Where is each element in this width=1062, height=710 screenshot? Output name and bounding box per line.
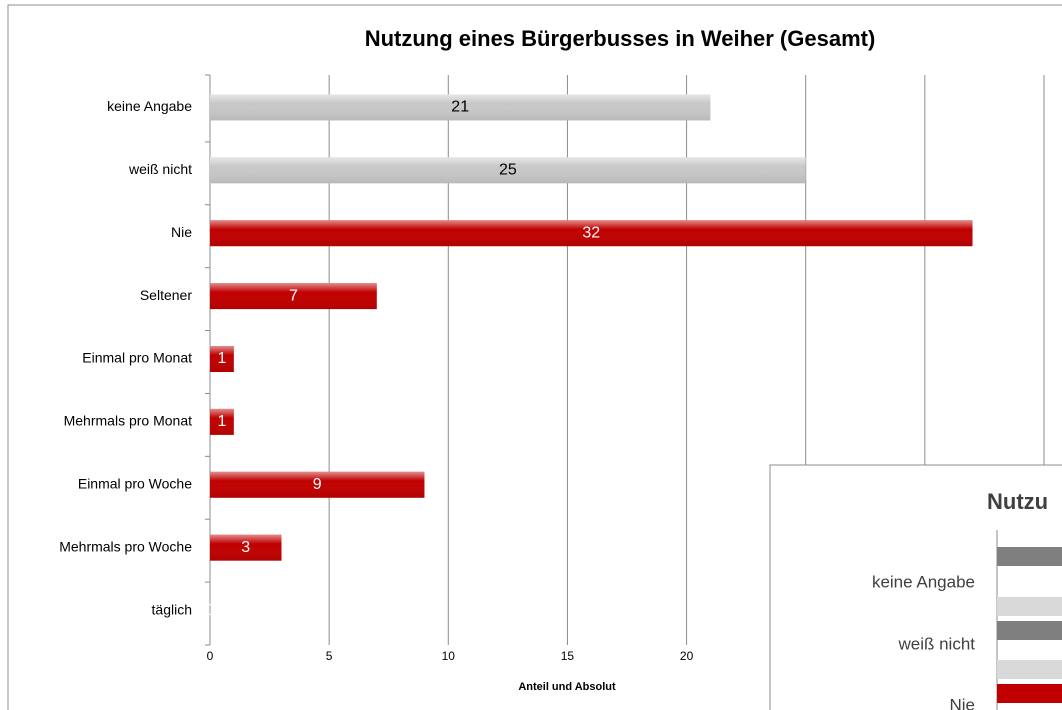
data-label: 7 [289,287,298,304]
overlay-chart: Nutzu keine Angabe weiß nicht Nie [769,464,1062,710]
y-tick-label: weiß nicht [128,161,192,177]
x-tick-label: 10 [442,649,456,663]
y-tick-label: Einmal pro Monat [82,350,192,366]
bar-shine [210,283,377,310]
overlay-frame [769,464,1062,710]
x-tick-label: 5 [326,649,333,663]
x-axis-title: Anteil und Absolut [518,681,616,693]
y-tick-label: täglich [152,601,192,617]
overlay-bar [997,621,1062,640]
overlay-category: Nie [949,695,975,710]
x-tick-label: 15 [561,649,575,663]
y-tick-label: Einmal pro Woche [78,475,192,491]
y-tick-label: Nie [171,224,192,240]
data-label: 3 [241,539,250,556]
bar-shine [210,94,711,121]
overlay-bar [997,597,1062,616]
data-label: 0 [206,602,215,619]
bar-shine [210,408,234,435]
y-tick-label: Mehrmals pro Monat [64,413,192,429]
data-label: 9 [313,476,322,493]
chart-title: Nutzung eines Bürgerbusses in Weiher (Ge… [365,26,876,51]
bar-shine [210,220,973,247]
x-tick-label: 20 [680,649,694,663]
bar-shine [210,534,282,561]
data-label: 21 [451,99,469,116]
overlay-bar [997,660,1062,679]
data-label: 1 [217,350,226,367]
bar-shine [210,346,234,372]
overlay-title: Nutzu [987,489,1048,514]
x-tick-label: 0 [207,649,214,663]
bar-shine [210,157,806,184]
data-label: 32 [582,224,600,241]
overlay-bar [997,547,1062,566]
y-tick-label: Mehrmals pro Woche [59,538,192,554]
bar-shine [210,471,425,498]
y-tick-label: Seltener [140,287,192,303]
data-label: 25 [499,162,517,179]
data-label: 1 [217,413,226,430]
overlay-category: weiß nicht [897,634,975,653]
overlay-bar [997,684,1062,703]
overlay-category: keine Angabe [872,572,975,591]
y-tick-label: keine Angabe [107,98,192,114]
